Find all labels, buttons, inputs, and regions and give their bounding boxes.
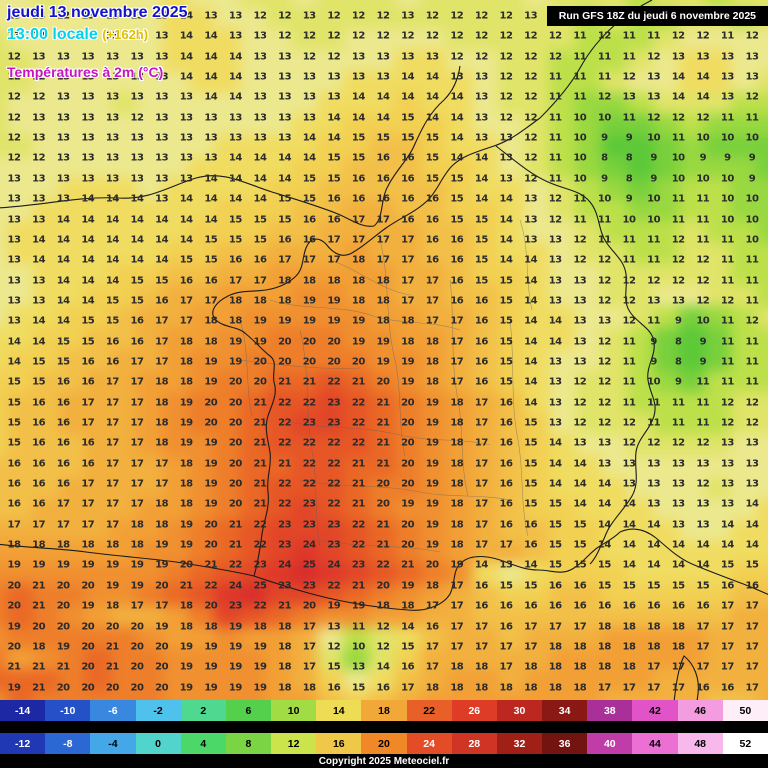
scale-cell: 10	[271, 700, 317, 721]
scale-cell: 38	[587, 700, 633, 721]
scale-cell: 18	[361, 700, 407, 721]
date-label: jeudi 13 novembre 2025	[7, 4, 188, 21]
scale-cell: 0	[135, 733, 181, 754]
scale-cell: 8	[225, 733, 272, 754]
scale-cell: 6	[225, 700, 272, 721]
scale-cell: -12	[0, 733, 46, 754]
scale-cell: 26	[451, 700, 497, 721]
scale-cell: -4	[90, 733, 136, 754]
scale-cell: -6	[90, 700, 136, 721]
copyright-label: Copyright 2025 Meteociel.fr	[318, 755, 450, 767]
scale-cell: -10	[45, 700, 91, 721]
scale-row-top: -14 -10 -6 -2 2 6 10 14 18 22 26 30 34 38 42 46 50	[0, 700, 768, 721]
scale-cell: 28	[451, 733, 497, 754]
scale-cell: 46	[677, 700, 723, 721]
scale-cell: 50	[722, 700, 768, 721]
scale-cell: 32	[496, 733, 543, 754]
temperature-color-scale: -14 -10 -6 -2 2 6 10 14 18 22 26 30 34 38 42 46 50 -12 -8…	[0, 700, 768, 768]
scale-cell: 14	[316, 700, 362, 721]
scale-cell: 48	[677, 733, 723, 754]
scale-cell: 52	[722, 733, 768, 754]
scale-cell: 4	[180, 733, 226, 754]
scale-cell: 20	[361, 733, 407, 754]
scale-cell: 24	[406, 733, 452, 754]
scale-footer: Copyright 2025 Meteociel.fr	[0, 754, 768, 768]
scale-cell: 12	[271, 733, 317, 754]
scale-cell: 40	[587, 733, 633, 754]
forecast-offset-label: (+162h)	[102, 27, 149, 42]
scale-cell: 36	[542, 733, 588, 754]
scale-cell: 44	[632, 733, 678, 754]
scale-cell: -8	[45, 733, 91, 754]
model-run-info: Run GFS 18Z du jeudi 6 novembre 2025	[546, 6, 768, 26]
scale-cell: 22	[406, 700, 452, 721]
scale-row-bottom: -12 -8 -4 0 4 8 12 16 20 24 28 32 36 40 44 48 52	[0, 733, 768, 754]
parameter-label: Températures à 2m (°C)	[7, 64, 164, 80]
local-time-label: 13:00 locale	[7, 26, 98, 43]
time-label: 13:00 locale (+162h)	[7, 26, 148, 44]
scale-cell: -14	[0, 700, 46, 721]
scale-cell: 30	[496, 700, 543, 721]
scale-cell: 34	[542, 700, 588, 721]
scale-cell: -2	[135, 700, 181, 721]
scale-cell: 42	[632, 700, 678, 721]
scale-cell: 2	[180, 700, 226, 721]
scale-divider	[0, 721, 768, 733]
scale-cell: 16	[316, 733, 362, 754]
